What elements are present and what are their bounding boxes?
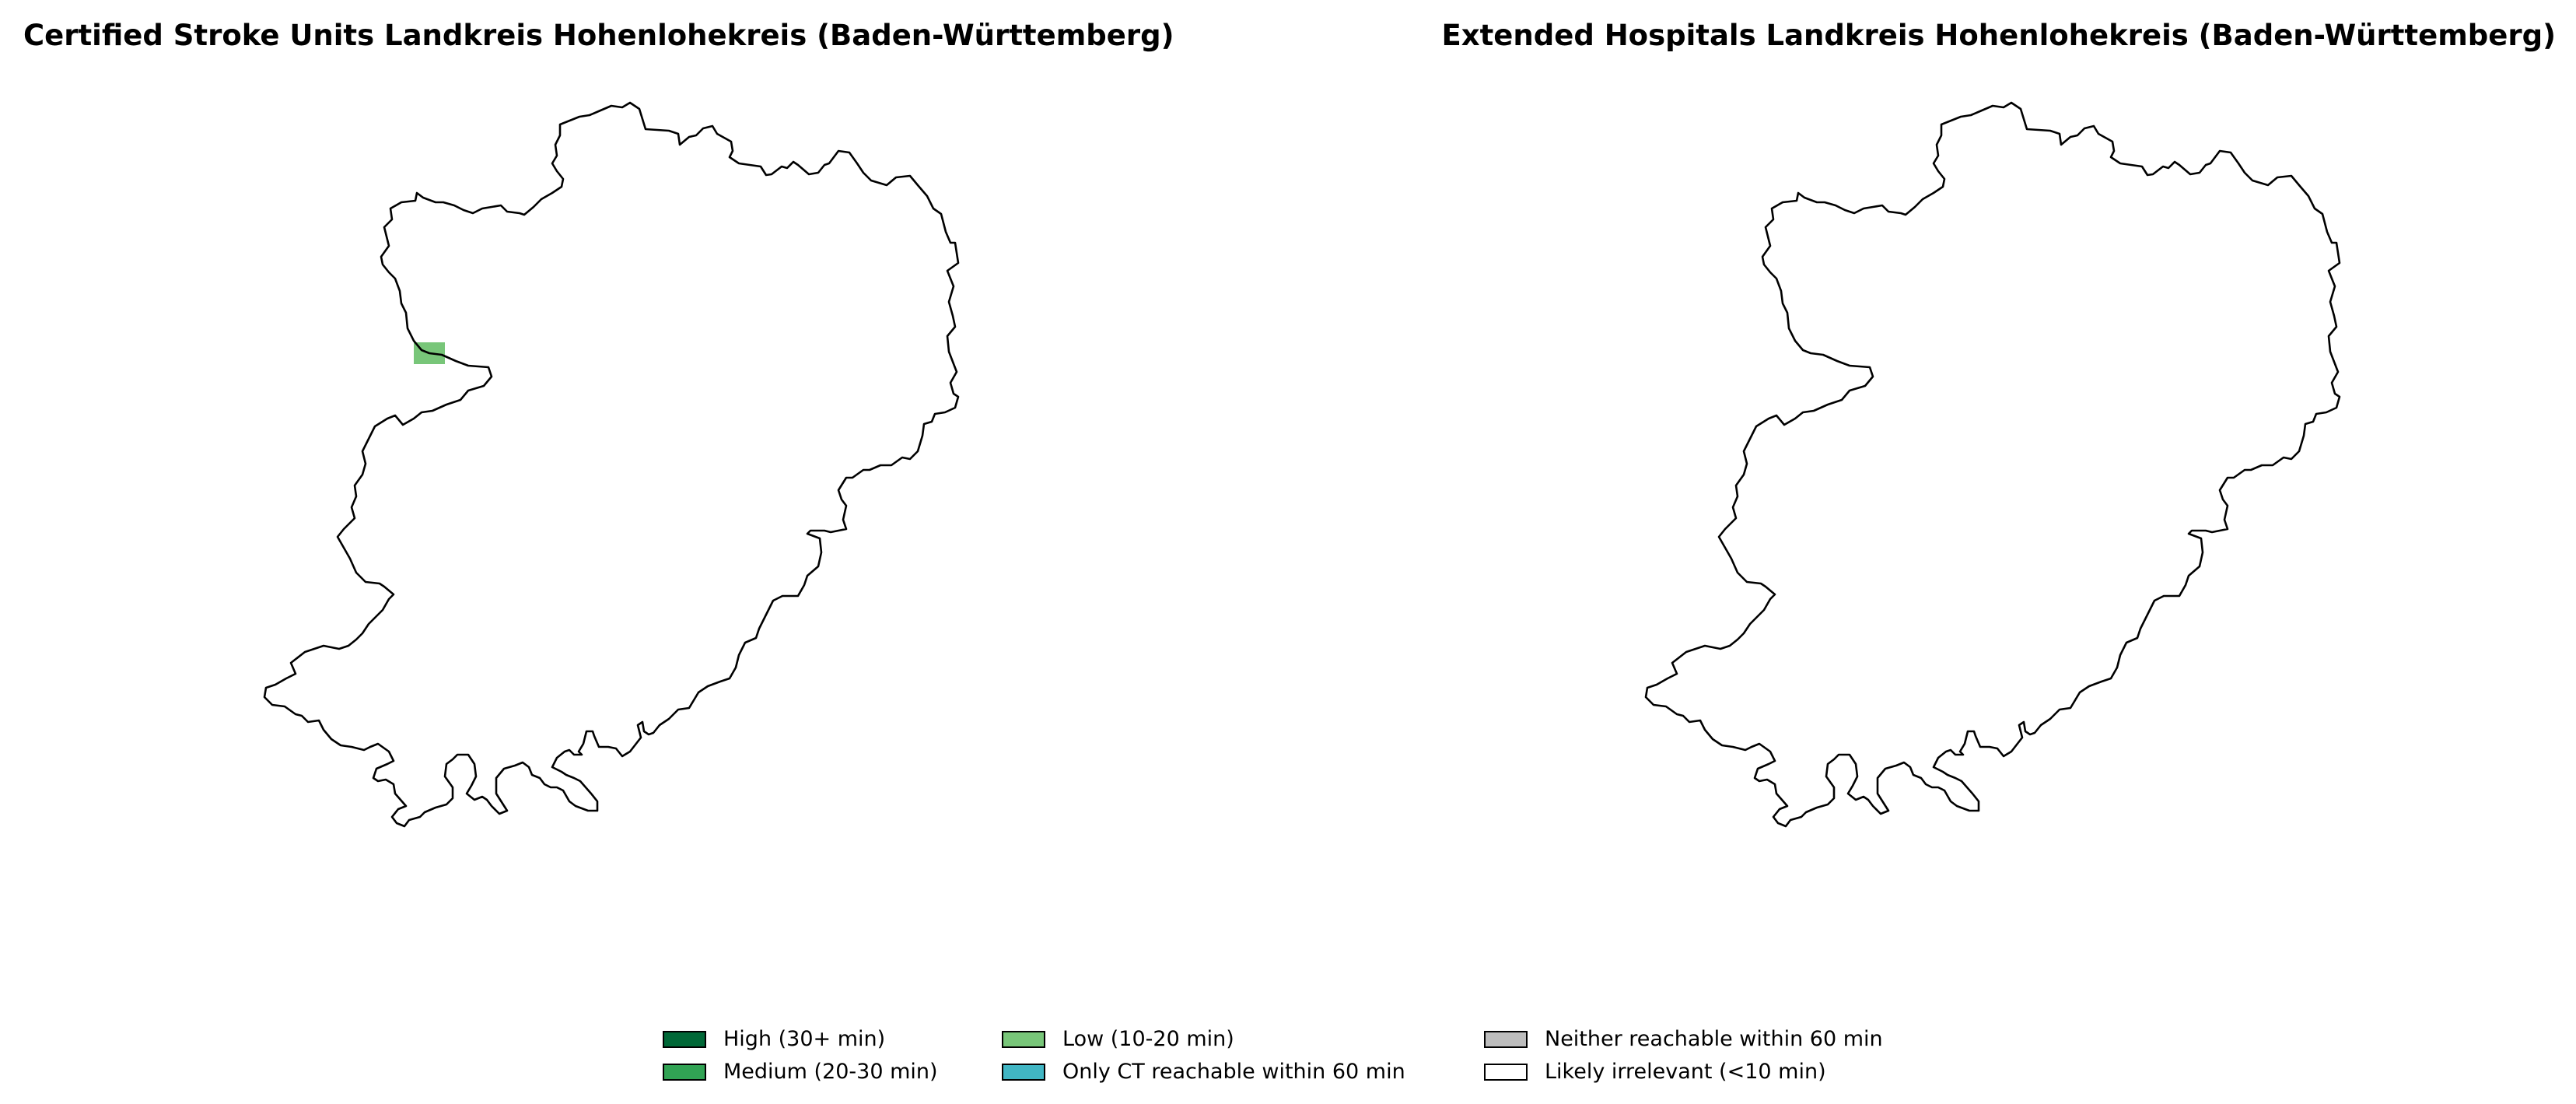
legend-label-low: Low (10-20 min) [1062, 1027, 1234, 1051]
legend-swatch-medium [663, 1064, 706, 1081]
legend-item-neither: Neither reachable within 60 min [1484, 1024, 1883, 1055]
stroke-units-map [263, 101, 960, 828]
legend: High (30+ min) Medium (20-30 min) Low (1… [663, 1024, 1923, 1089]
legend-item-high: High (30+ min) [663, 1024, 885, 1055]
legend-swatch-neither [1484, 1031, 1528, 1048]
legend-swatch-high [663, 1031, 706, 1048]
legend-swatch-ct-only [1002, 1064, 1045, 1081]
left-map-title: Certified Stroke Units Landkreis Hohenlo… [23, 19, 1174, 52]
legend-swatch-irrelevant [1484, 1064, 1528, 1081]
legend-item-ct-only: Only CT reachable within 60 min [1002, 1057, 1405, 1088]
extended-hospitals-map [1644, 101, 2341, 828]
district-boundary [263, 101, 960, 828]
legend-label-high: High (30+ min) [723, 1027, 886, 1051]
legend-item-medium: Medium (20-30 min) [663, 1057, 938, 1088]
legend-label-neither: Neither reachable within 60 min [1545, 1027, 1883, 1051]
right-map-title: Extended Hospitals Landkreis Hohenlohekr… [1441, 19, 2556, 52]
legend-item-irrelevant: Likely irrelevant (<10 min) [1484, 1057, 1826, 1088]
legend-swatch-low [1002, 1031, 1045, 1048]
legend-label-ct-only: Only CT reachable within 60 min [1062, 1060, 1405, 1084]
legend-label-medium: Medium (20-30 min) [723, 1060, 938, 1084]
legend-label-irrelevant: Likely irrelevant (<10 min) [1545, 1060, 1826, 1084]
district-boundary [1644, 101, 2341, 828]
legend-item-low: Low (10-20 min) [1002, 1024, 1234, 1055]
